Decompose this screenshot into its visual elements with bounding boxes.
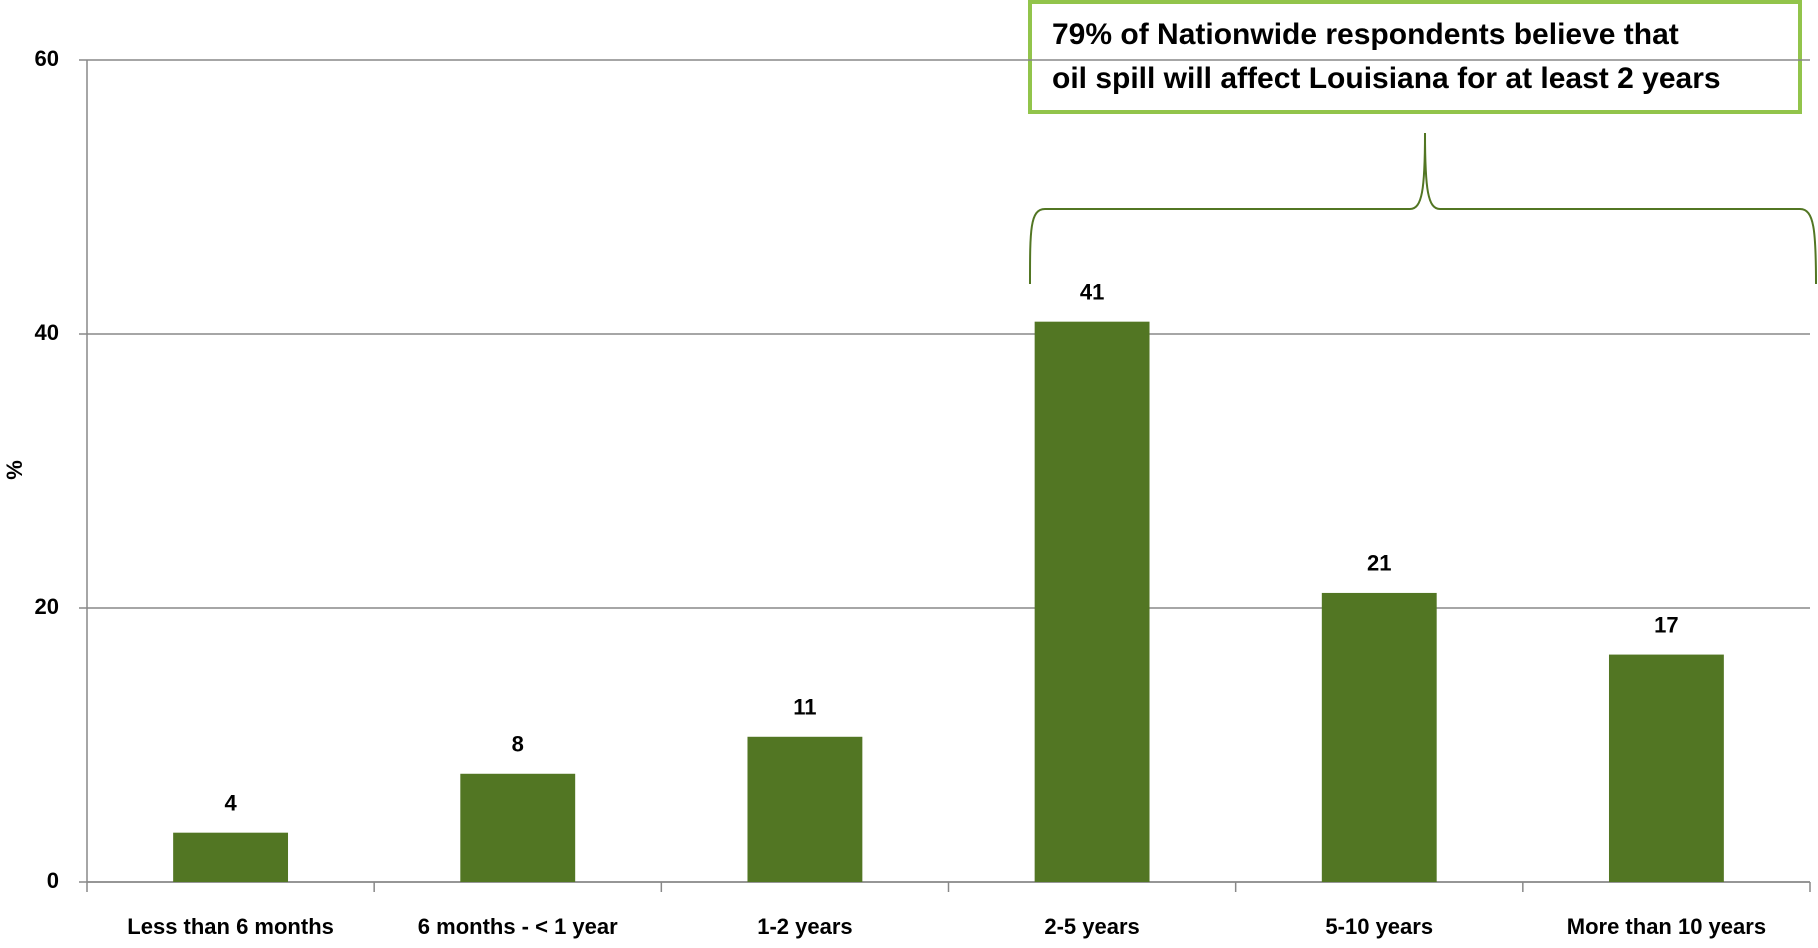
x-tick-label: 6 months - < 1 year bbox=[418, 914, 618, 939]
data-label: 41 bbox=[1080, 279, 1104, 304]
data-label: 11 bbox=[793, 695, 816, 720]
bar bbox=[1034, 321, 1150, 882]
bracket bbox=[1029, 132, 1817, 285]
bar bbox=[1608, 654, 1724, 882]
bar bbox=[460, 773, 576, 882]
annotation-line: 79% of Nationwide respondents believe th… bbox=[1052, 18, 1679, 51]
annotation-box bbox=[1028, 0, 1802, 114]
x-tick-label: Less than 6 months bbox=[127, 914, 334, 939]
x-tick-label: 2-5 years bbox=[1044, 914, 1139, 939]
y-tick-label: 0 bbox=[47, 868, 59, 893]
bar bbox=[747, 736, 863, 882]
bar bbox=[173, 832, 289, 882]
bar bbox=[1321, 592, 1437, 882]
y-tick-label: 40 bbox=[35, 320, 59, 345]
x-tick-label: More than 10 years bbox=[1567, 914, 1766, 939]
x-tick-label: 5-10 years bbox=[1325, 914, 1433, 939]
x-tick-label: 1-2 years bbox=[757, 914, 852, 939]
annotation-line: oil spill will affect Louisiana for at l… bbox=[1052, 62, 1721, 95]
y-tick-label: 60 bbox=[35, 46, 59, 71]
data-label: 4 bbox=[224, 790, 237, 815]
data-label: 17 bbox=[1654, 612, 1678, 637]
data-label: 21 bbox=[1367, 551, 1391, 576]
data-label: 8 bbox=[512, 732, 524, 757]
y-axis-label: % bbox=[2, 460, 27, 480]
y-tick-label: 20 bbox=[35, 594, 59, 619]
